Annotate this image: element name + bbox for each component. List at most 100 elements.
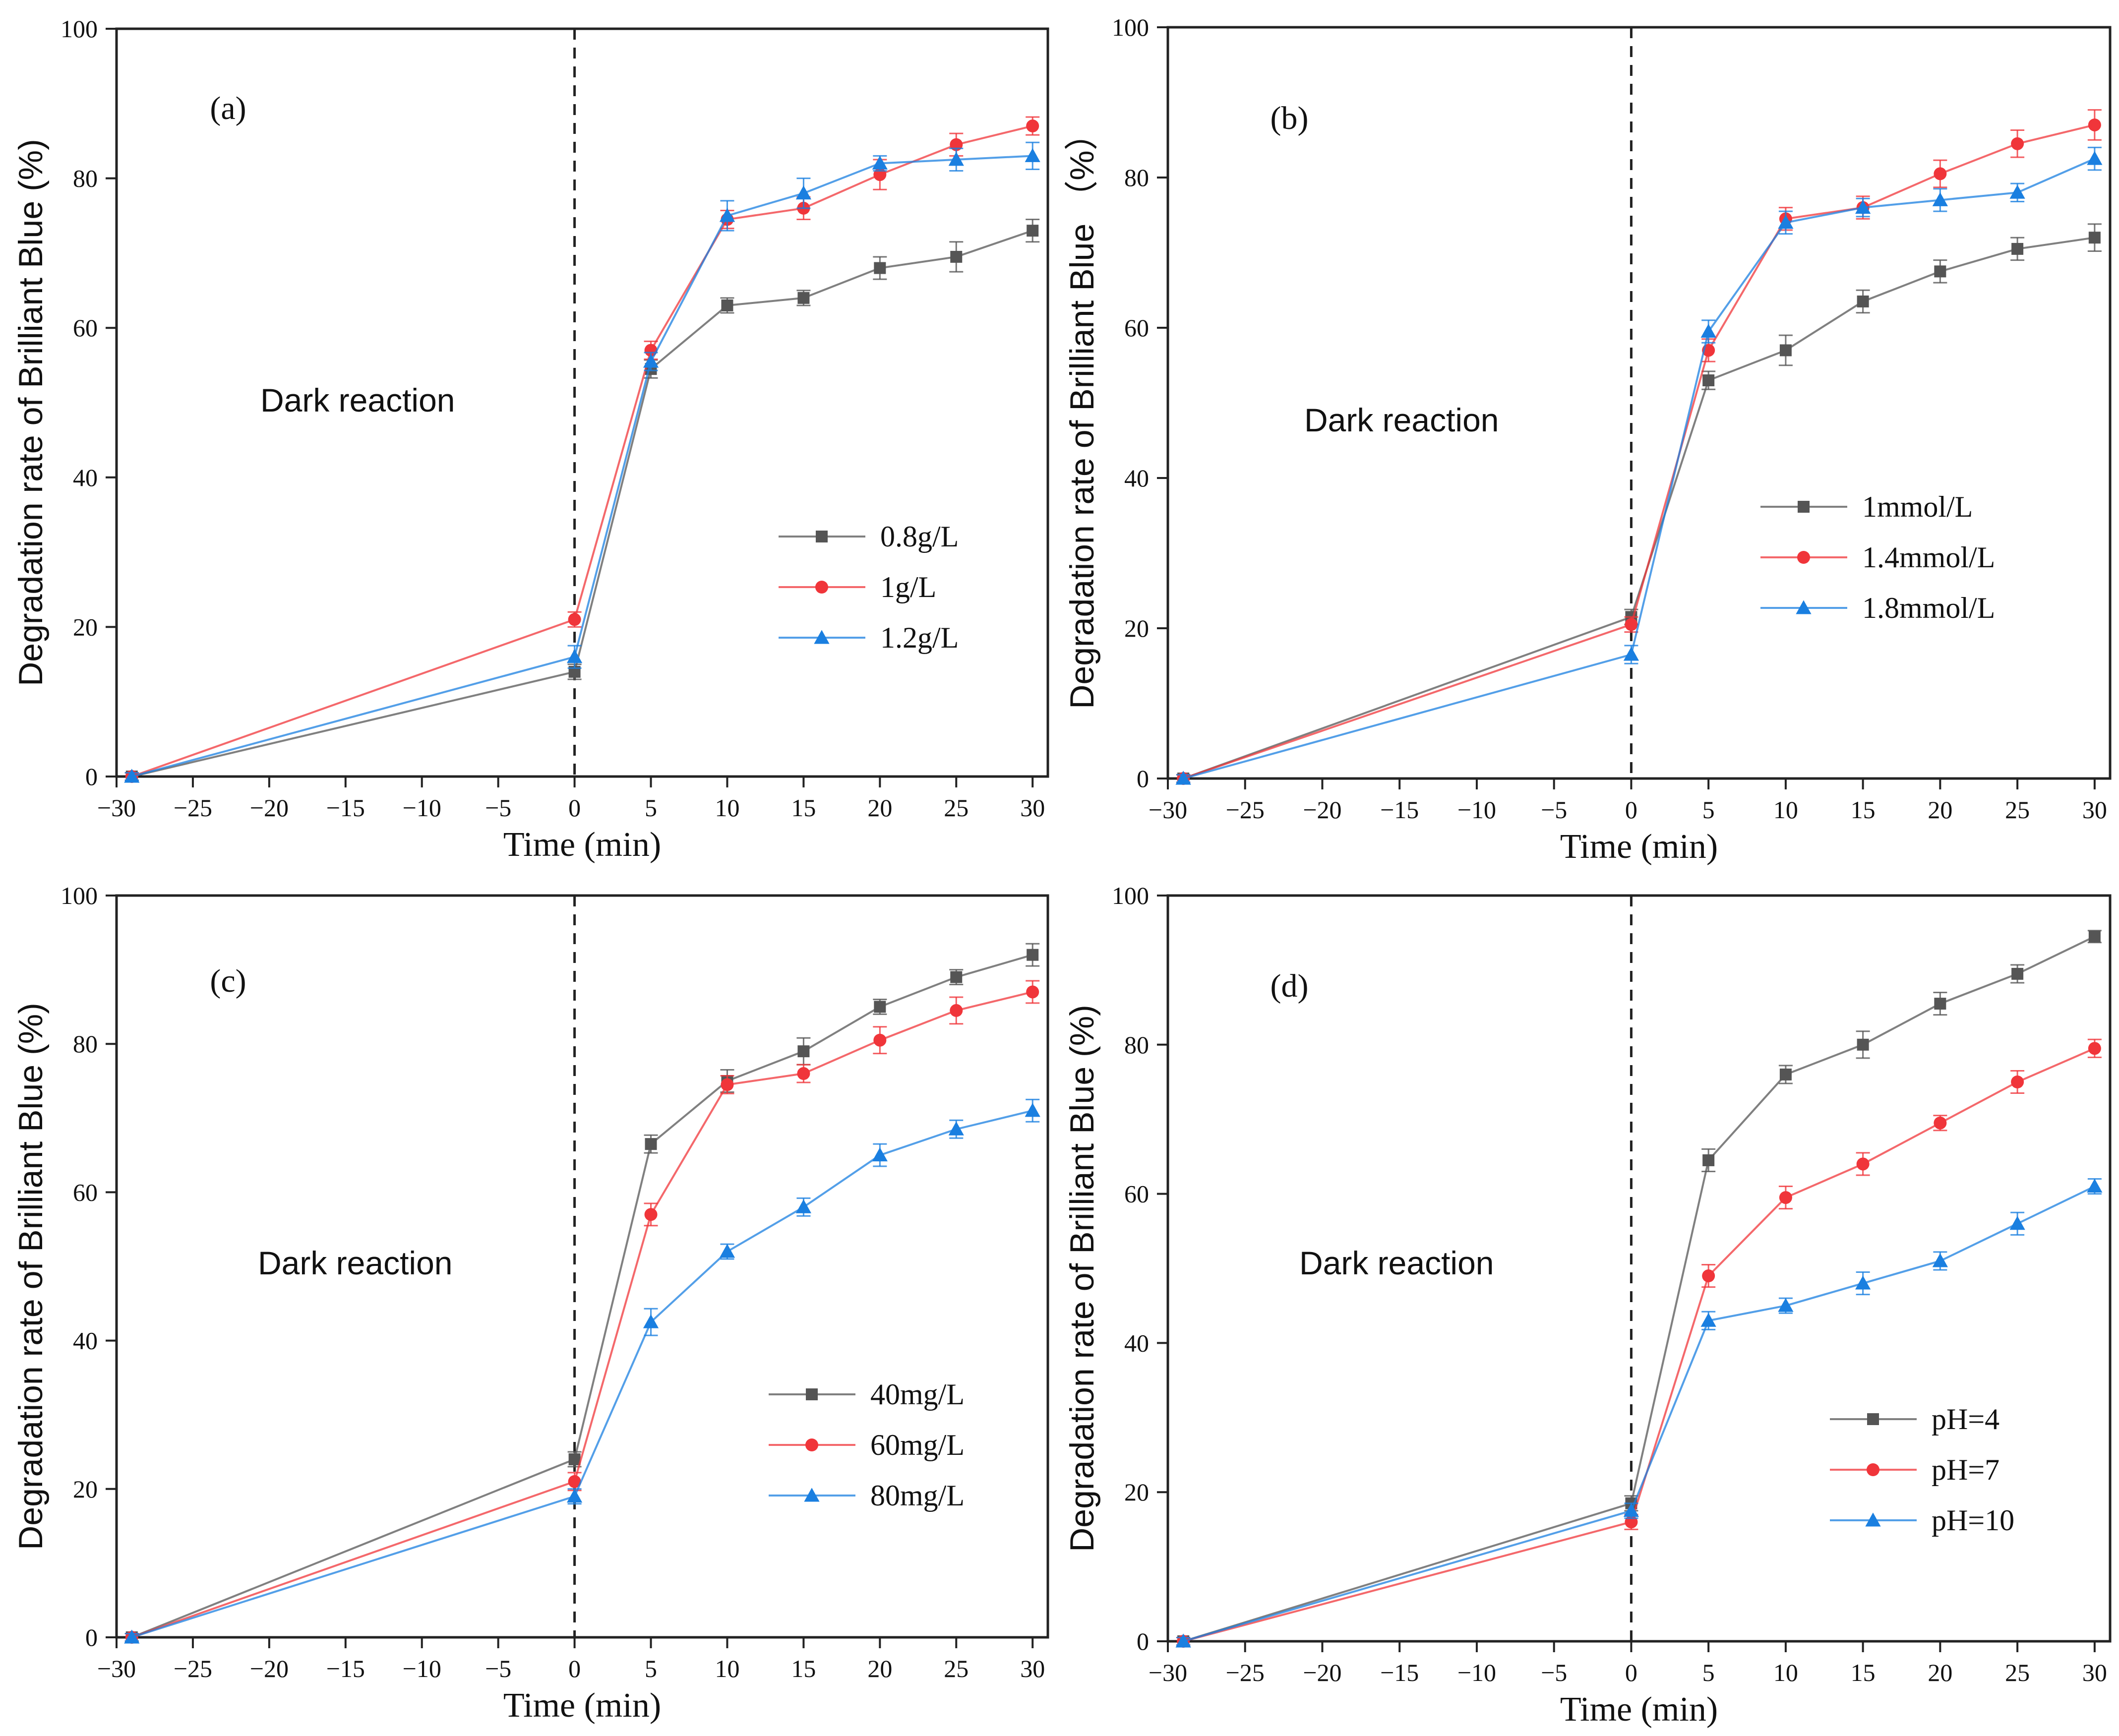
series-line — [1183, 1185, 2095, 1642]
legend: pH=4 pH=7 pH=10 — [1830, 1403, 2014, 1537]
x-tick-label: −20 — [250, 794, 289, 822]
data-point — [950, 1004, 963, 1017]
x-tick-label: −10 — [403, 1655, 441, 1682]
data-point — [1700, 1313, 1716, 1327]
data-point — [1025, 1103, 1040, 1117]
series-line — [1183, 124, 2095, 779]
data-point — [1026, 985, 1039, 999]
x-tick-label: −30 — [1149, 796, 1187, 824]
x-tick-label: 20 — [1928, 1659, 1952, 1686]
data-point — [721, 1078, 734, 1091]
data-point — [721, 299, 733, 311]
panel-label: (a) — [210, 90, 246, 126]
x-tick-label: −25 — [1226, 1659, 1265, 1686]
series-line — [1183, 158, 2095, 779]
x-tick-label: −15 — [1380, 1659, 1419, 1686]
y-tick-label: 20 — [73, 613, 98, 641]
series-1.4mmol/L — [1176, 109, 2102, 785]
x-tick-label: 0 — [568, 794, 581, 822]
legend-label: 60mg/L — [870, 1429, 965, 1461]
x-tick-label: 30 — [2082, 796, 2107, 824]
x-tick-label: −30 — [1149, 1659, 1187, 1686]
data-point — [795, 185, 812, 200]
x-tick-label: −10 — [1457, 1659, 1496, 1686]
data-point — [1778, 215, 1794, 229]
series-pH=4 — [1176, 930, 2102, 1647]
legend-marker — [814, 630, 830, 644]
legend-label: 40mg/L — [870, 1378, 965, 1411]
x-tick-label: −25 — [174, 794, 212, 822]
x-tick-label: −5 — [1541, 796, 1567, 824]
x-axis-title: Time (min) — [1560, 1690, 1718, 1729]
data-point — [1932, 1253, 1948, 1267]
series-0.8g/L — [124, 219, 1040, 782]
y-tick-label: 80 — [73, 165, 98, 192]
legend-marker — [1796, 600, 1812, 614]
x-tick-label: −10 — [403, 794, 441, 822]
chart-panel-d: −30 −25 −20 −15 −10 −5 0 5 10 15 20 25 30 0 20 40 60 80 10… — [1063, 882, 2112, 1729]
legend-marker — [1797, 551, 1810, 564]
y-tick-label: 60 — [1124, 314, 1149, 342]
y-axis-title: Degradation rate of Brilliant Blue (%) — [12, 139, 50, 686]
series-80mg/L — [124, 1098, 1040, 1644]
data-point — [1934, 1116, 1947, 1130]
plot-frame — [1166, 894, 2112, 1643]
data-point — [2011, 1076, 2024, 1088]
y-tick-label: 80 — [73, 1030, 98, 1058]
data-point — [1779, 1068, 1792, 1080]
series-line — [1183, 1047, 2095, 1642]
y-tick-label: 20 — [1124, 614, 1149, 642]
data-point — [1700, 323, 1716, 338]
data-point — [795, 1199, 812, 1213]
x-tick-label: 0 — [1625, 796, 1637, 824]
data-point — [872, 1147, 888, 1162]
x-tick-label: −25 — [1226, 796, 1265, 824]
data-point — [1934, 167, 1947, 180]
y-tick-label: 80 — [1124, 164, 1149, 191]
y-tick-label: 0 — [85, 763, 98, 790]
y-tick-label: 40 — [1124, 1329, 1149, 1357]
x-tick-label: 30 — [1020, 1655, 1045, 1682]
data-point — [1702, 1269, 1715, 1283]
data-point — [2088, 118, 2101, 131]
x-tick-label: −15 — [326, 794, 365, 822]
data-point — [124, 769, 140, 783]
data-point — [1855, 200, 1871, 214]
legend-label: pH=10 — [1932, 1504, 2014, 1537]
legend-marker — [804, 1488, 820, 1502]
x-tick-label: 25 — [2005, 796, 2030, 824]
data-point — [2011, 242, 2024, 255]
series-1.2g/L — [124, 141, 1040, 783]
data-point — [568, 1475, 581, 1488]
legend-label: 80mg/L — [870, 1479, 965, 1512]
legend-marker — [1865, 1512, 1881, 1527]
x-tick-label: −10 — [1457, 796, 1496, 824]
y-tick-label: 100 — [1112, 882, 1149, 909]
x-tick-label: 5 — [645, 1655, 657, 1682]
data-point — [2009, 1216, 2025, 1230]
x-axis-title: Time (min) — [503, 1686, 661, 1725]
x-tick-label: 5 — [645, 794, 657, 822]
x-tick-label: 20 — [867, 794, 892, 822]
data-point — [719, 1244, 735, 1258]
data-point — [948, 1121, 964, 1136]
data-point — [874, 262, 886, 274]
data-point — [2088, 232, 2101, 244]
data-point — [1934, 265, 1946, 278]
plot-frame — [115, 894, 1049, 1639]
series-1g/L — [124, 116, 1040, 783]
legend-marker — [1867, 1413, 1879, 1425]
dark-reaction-annotation: Dark reaction — [258, 1245, 453, 1281]
data-point — [1702, 374, 1715, 387]
legend-marker — [816, 531, 828, 542]
data-point — [797, 1067, 810, 1080]
x-tick-label: 30 — [1020, 794, 1045, 822]
chart-panel-c: −30 −25 −20 −15 −10 −5 0 5 10 15 20 25 30 0 20 40 60 80 10… — [12, 882, 1049, 1725]
data-point — [1855, 1275, 1871, 1290]
legend-label: 0.8g/L — [880, 520, 959, 553]
x-tick-label: 10 — [715, 1655, 739, 1682]
series-line — [1183, 935, 2095, 1642]
data-point — [1932, 192, 1948, 206]
data-point — [2011, 967, 2024, 980]
